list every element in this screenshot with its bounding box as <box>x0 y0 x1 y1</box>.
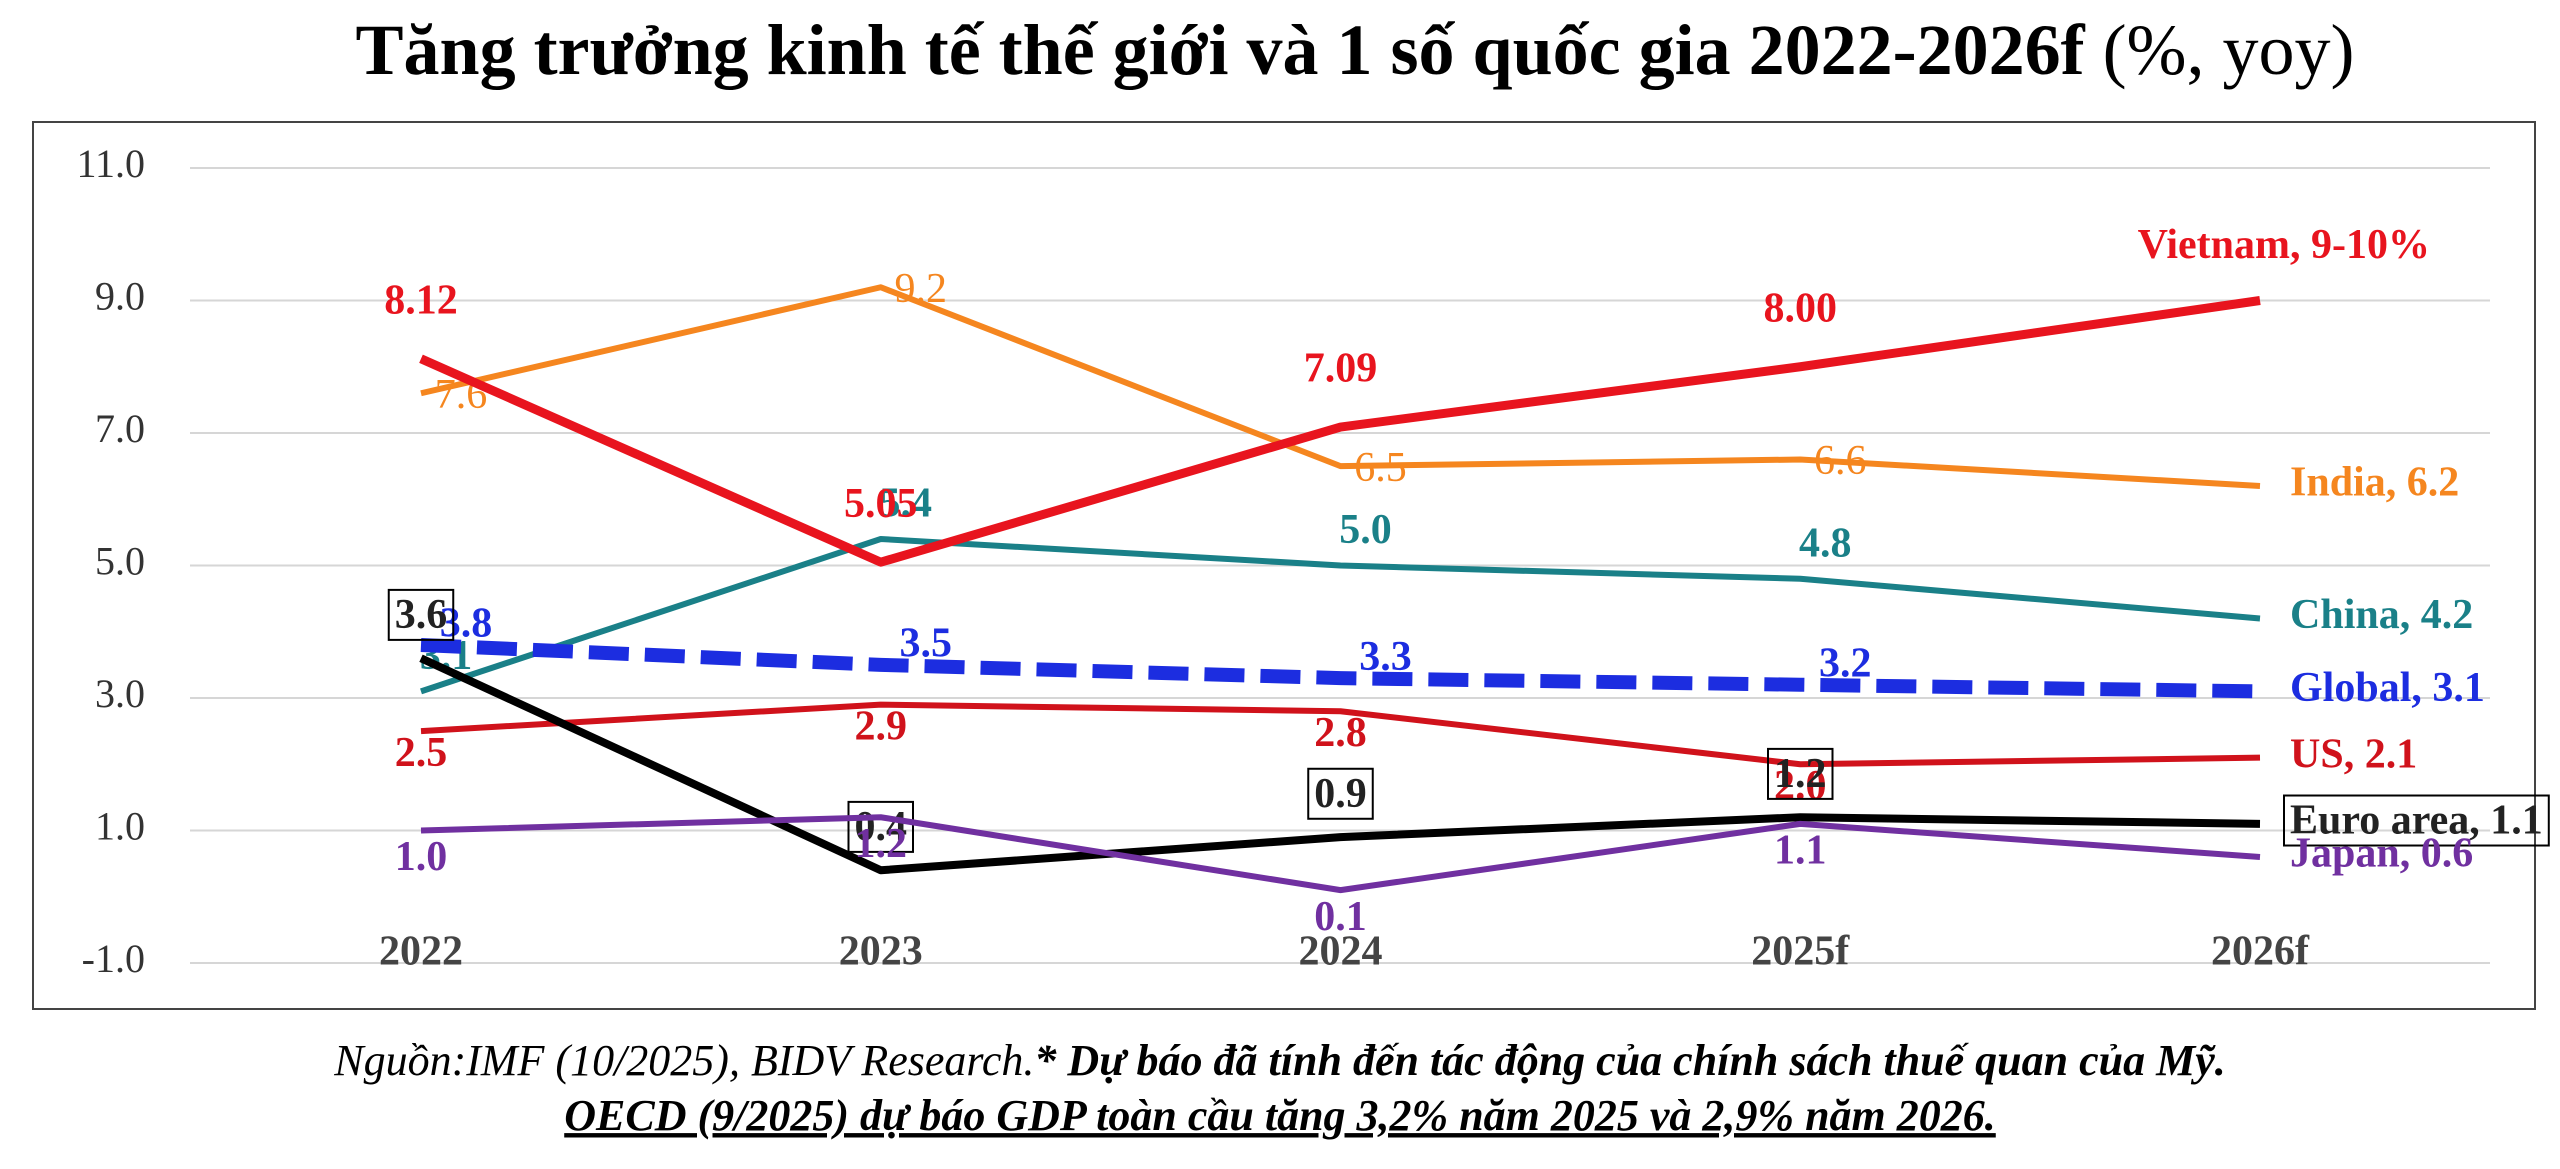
value-label: 3.6 <box>395 592 448 638</box>
value-label: 8.00 <box>1764 285 1838 331</box>
series-line <box>420 284 2261 489</box>
value-label: 9.2 <box>895 266 948 312</box>
series-line <box>420 536 2261 695</box>
x-tick-label: 2025f <box>1751 929 1850 975</box>
value-label: 6.5 <box>1354 445 1407 491</box>
value-label: 5.0 <box>1339 507 1392 553</box>
series-line <box>419 296 2261 567</box>
label-box <box>1767 747 1834 800</box>
y-tick-label: 1.0 <box>95 804 145 849</box>
value-label: 7.09 <box>1304 346 1378 392</box>
x-tick-label: 2024 <box>1299 929 1383 975</box>
x-tick-label: 2026f <box>2211 929 2310 975</box>
value-label: 2.0 <box>1774 763 1827 809</box>
series-line <box>420 638 2261 699</box>
value-label: 1.1 <box>1774 828 1827 874</box>
y-tick-label: 3.0 <box>95 671 145 716</box>
value-label: 0.9 <box>1314 771 1367 817</box>
chart-title-group: Tăng trưởng kinh tế thế giới và 1 số quố… <box>356 10 2355 90</box>
value-label: 2.5 <box>395 730 448 776</box>
y-tick-label: 7.0 <box>95 406 145 451</box>
note: * Dự báo đã tính đến tác động của chính … <box>1034 1036 2225 1085</box>
source: Nguồn:IMF (10/2025), BIDV Research. <box>333 1036 1034 1085</box>
value-label: 4.8 <box>1799 520 1852 566</box>
value-label: 2.9 <box>855 703 908 749</box>
value-label: 1.2 <box>855 821 908 867</box>
label-box <box>847 800 914 853</box>
label-box <box>2283 794 2550 847</box>
end-label: Euro area, 1.1 <box>2290 798 2543 844</box>
value-label: 1.2 <box>1774 751 1827 797</box>
series-line <box>420 701 2261 768</box>
value-label: 5.4 <box>880 481 933 527</box>
x-tick-label: 2023 <box>839 929 923 975</box>
chart-title-unit: (%, yoy) <box>2103 10 2355 90</box>
value-label: 0.4 <box>855 804 908 850</box>
y-tick-label: 5.0 <box>95 539 145 584</box>
x-tick-label: 2022 <box>379 929 463 975</box>
label-box <box>387 588 455 641</box>
value-label: 5.05 <box>844 481 918 527</box>
value-label: 2.8 <box>1314 710 1367 756</box>
value-label: 3.2 <box>1819 640 1872 686</box>
note2: OECD (9/2025) dự báo GDP toàn cầu tăng 3… <box>564 1091 1996 1140</box>
label-box <box>1307 767 1374 820</box>
plot-frame <box>32 121 2536 1010</box>
y-tick-label: 9.0 <box>95 274 145 319</box>
end-label: Global, 3.1 <box>2290 665 2485 711</box>
value-label: 1.0 <box>395 834 448 880</box>
value-label: 8.12 <box>384 277 458 323</box>
value-label: 3.3 <box>1359 634 1412 680</box>
end-label: India, 6.2 <box>2290 460 2459 506</box>
end-label: Vietnam, 9-10% <box>2138 222 2430 268</box>
y-tick-label: -1.0 <box>82 936 145 981</box>
value-label: 0.1 <box>1314 894 1367 940</box>
series-line <box>419 654 2261 875</box>
end-label: US, 2.1 <box>2290 731 2417 777</box>
chart-title: Tăng trưởng kinh tế thế giới và 1 số quố… <box>356 10 2086 90</box>
end-label: China, 4.2 <box>2290 592 2473 638</box>
value-label: 3.5 <box>900 621 953 667</box>
y-tick-label: 11.0 <box>76 141 145 186</box>
value-label: 6.6 <box>1814 438 1867 484</box>
series-line <box>420 814 2261 894</box>
end-label: Japan, 0.6 <box>2290 831 2473 877</box>
footnote: Nguồn:IMF (10/2025), BIDV Research.* Dự … <box>333 1036 2226 1085</box>
